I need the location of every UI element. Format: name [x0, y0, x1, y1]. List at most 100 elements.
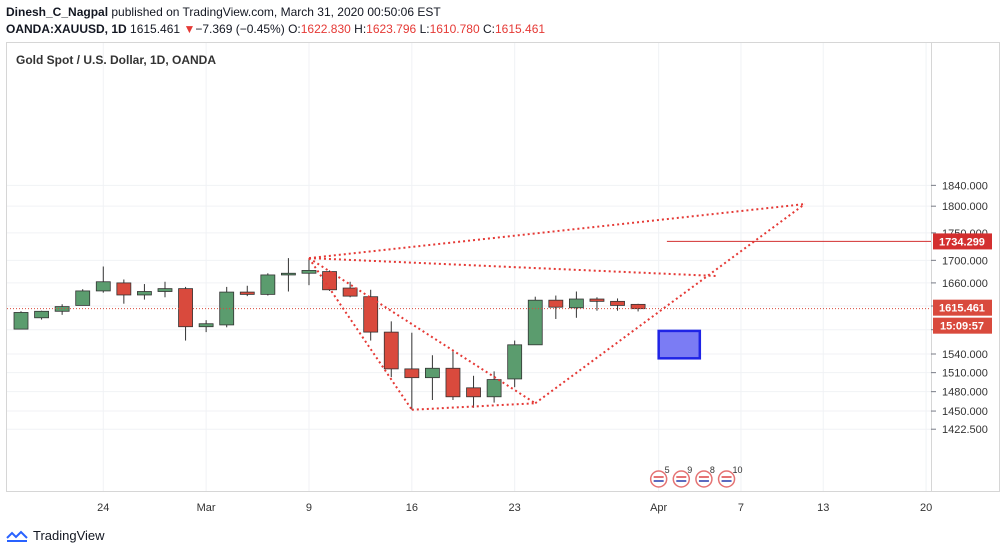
- event-marker-icon: 10: [717, 465, 743, 488]
- last-price-label: 1615.461: [939, 303, 985, 315]
- candle-body: [260, 274, 276, 295]
- chart-title: Gold Spot / U.S. Dollar, 1D, OANDA: [16, 53, 217, 67]
- last-price: 1615.461: [130, 22, 181, 36]
- high-label: H:: [354, 22, 367, 36]
- pattern-line: [308, 257, 413, 411]
- candle-body: [75, 290, 91, 306]
- candle-body: [322, 271, 337, 291]
- high-value: 1623.796: [366, 22, 417, 36]
- tradingview-logo-icon: [6, 530, 28, 542]
- candle: [363, 289, 379, 341]
- x-tick-label: 7: [738, 502, 744, 514]
- last-price-tag: [933, 299, 992, 316]
- y-tick-label: 1800.000: [942, 201, 988, 213]
- candle: [260, 273, 276, 296]
- low-value: 1610.780: [429, 22, 480, 36]
- x-tick-label: 24: [97, 502, 109, 514]
- candle: [301, 258, 317, 286]
- candle: [445, 350, 461, 401]
- x-tick-label: Apr: [650, 502, 667, 514]
- candles: [13, 258, 646, 410]
- author-name[interactable]: Dinesh_C_Nagpal: [6, 5, 109, 19]
- countdown-tag: [933, 317, 992, 334]
- candle-body: [424, 367, 440, 379]
- candle: [486, 371, 502, 403]
- y-tick-label: 1660.000: [942, 278, 988, 290]
- close-label: C:: [482, 22, 495, 36]
- candle-body: [363, 296, 379, 333]
- candle-body: [507, 344, 523, 380]
- symbol-label: OANDA:XAUUSD, 1D: [6, 22, 127, 36]
- event-count-label: 8: [710, 465, 715, 475]
- candle-body: [281, 272, 296, 276]
- y-tick-label: 1840.000: [942, 180, 988, 192]
- candle: [219, 286, 235, 328]
- candle-body: [630, 303, 646, 310]
- candle: [466, 375, 481, 408]
- chart-area[interactable]: [6, 42, 932, 492]
- grid-lines: [7, 43, 931, 491]
- x-tick-label: 13: [817, 502, 829, 514]
- pattern-overlays: 5 9 8 10: [7, 203, 931, 488]
- candle-body: [383, 331, 399, 370]
- candle: [13, 311, 29, 330]
- pattern-line: [411, 402, 536, 411]
- candle: [383, 321, 399, 378]
- x-tick-label: 20: [920, 502, 932, 514]
- event-marker-icon: 5: [649, 465, 670, 488]
- candle: [424, 355, 440, 401]
- published-text: published on TradingView.com, March 31, …: [111, 5, 441, 19]
- candle-body: [178, 288, 193, 328]
- event-flag-stripe: [676, 476, 687, 478]
- event-flag-icon: [717, 470, 736, 488]
- candle: [527, 296, 543, 346]
- candle: [75, 289, 91, 306]
- event-flag-icon: [672, 470, 691, 488]
- y-tick-label: 1700.000: [942, 255, 988, 267]
- price-axis[interactable]: [931, 42, 1000, 492]
- candle: [507, 340, 523, 388]
- event-flag-icon: [649, 470, 668, 488]
- candle-body: [445, 367, 461, 398]
- resistance-price-tag: [933, 233, 992, 250]
- resistance-price-label: 1734.299: [939, 236, 985, 248]
- candle-body: [527, 299, 543, 346]
- event-marker-icon: 8: [695, 465, 715, 488]
- event-flag-stripe: [721, 480, 732, 482]
- pattern-line: [308, 257, 719, 278]
- candle-body: [610, 300, 625, 306]
- event-marker-icon: 9: [672, 465, 692, 488]
- open-value: 1622.830: [300, 22, 351, 36]
- candle-body: [95, 281, 111, 292]
- candle: [281, 258, 296, 292]
- close-value: 1615.461: [494, 22, 546, 36]
- candle-body: [137, 291, 152, 296]
- ohlc-line: OANDA:XAUUSD, 1D 1615.461 ▼−7.369 (−0.45…: [6, 22, 545, 36]
- candle-body: [404, 368, 420, 379]
- event-flag-stripe: [698, 480, 709, 482]
- candle-body: [589, 298, 605, 302]
- candle-body: [568, 298, 584, 309]
- y-tick-label: 1422.500: [942, 424, 988, 436]
- candle: [137, 284, 152, 300]
- candle: [548, 295, 564, 319]
- candle-body: [486, 379, 502, 398]
- footer-brand[interactable]: TradingView: [6, 528, 105, 543]
- event-count-label: 5: [665, 465, 670, 475]
- footer-brand-text: TradingView: [33, 528, 105, 543]
- candle: [198, 320, 214, 333]
- candle-body: [157, 288, 173, 292]
- candle: [568, 291, 584, 318]
- candle: [34, 310, 49, 320]
- open-label: O:: [288, 22, 301, 36]
- publish-line: Dinesh_C_Nagpal published on TradingView…: [6, 5, 441, 19]
- x-tick-label: Mar: [197, 502, 216, 514]
- target-zone-box: [657, 329, 702, 360]
- candle: [342, 281, 358, 298]
- candle: [157, 281, 173, 298]
- candle: [116, 279, 132, 304]
- y-tick-label: 1540.000: [942, 349, 988, 361]
- candle: [589, 297, 605, 311]
- candle-body: [466, 387, 481, 398]
